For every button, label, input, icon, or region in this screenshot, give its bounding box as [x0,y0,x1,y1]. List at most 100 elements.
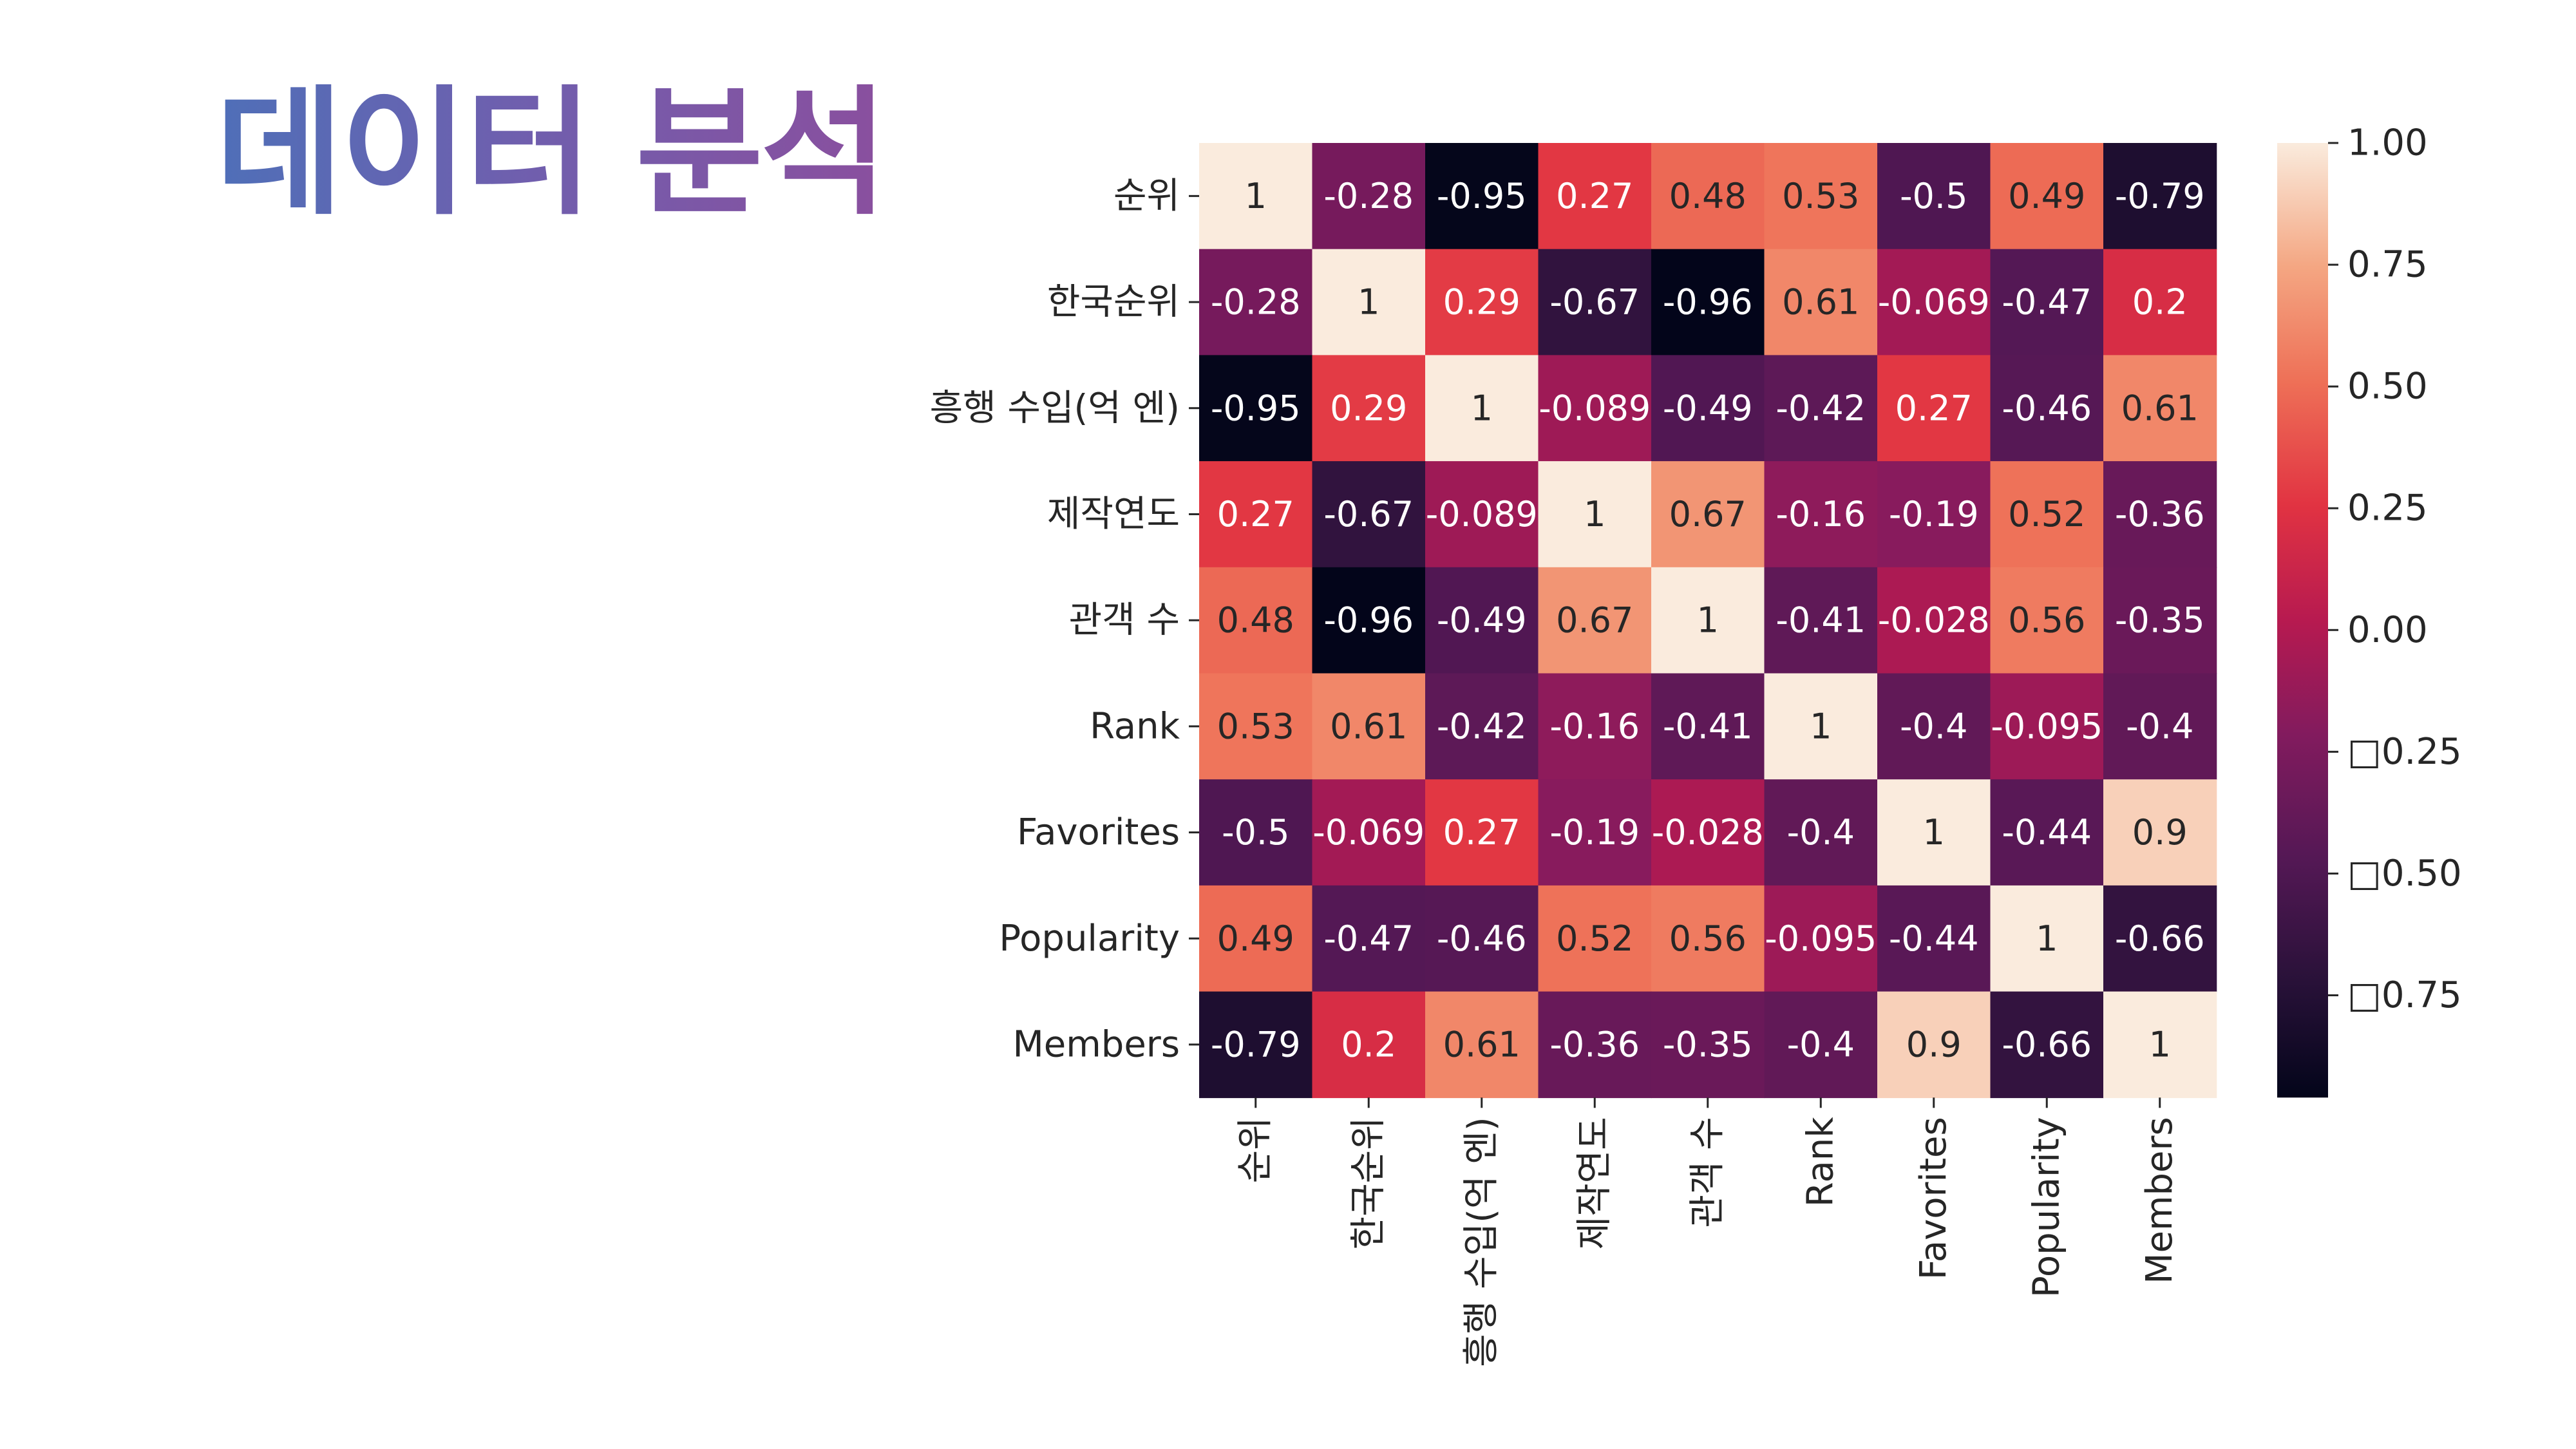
x-tick-label: 순위 [1235,1117,1276,1183]
cell-annotation: 1 [1471,388,1493,428]
y-tick-label: 한국순위 [1047,281,1180,323]
cell-annotation: -0.16 [1549,706,1640,746]
heatmap-cell [1312,885,1426,992]
cell-annotation: 0.61 [1443,1024,1520,1065]
heatmap-cell [1312,461,1426,568]
cell-annotation: -0.5 [1900,176,1967,216]
heatmap-cell [1990,461,2104,568]
heatmap-cell [1990,355,2104,462]
cell-annotation: 0.2 [1341,1024,1396,1065]
heatmap-cell [1425,885,1539,992]
heatmap-cell [1425,355,1539,462]
heatmap-cell [1425,991,1539,1099]
x-tick-label: Members [2139,1117,2181,1284]
cell-annotation: 0.29 [1443,282,1520,323]
cell-annotation: -0.19 [1889,494,1979,535]
cell-annotation: 1 [1697,600,1719,641]
cell-annotation: -0.49 [1437,600,1527,641]
colorbar-tick-label: □0.75 [2347,974,2462,1016]
cell-annotation: -0.28 [1323,176,1414,216]
x-tick-label: 제작연도 [1574,1117,1616,1249]
heatmap-cell [1538,991,1652,1099]
heatmap-cell [1877,991,1991,1099]
heatmap-cell [1651,991,1765,1099]
cell-annotation: 0.52 [2008,494,2085,535]
heatmap-cell [1764,885,1878,992]
heatmap-cell [1651,355,1765,462]
cell-annotation: -0.46 [2002,388,2092,428]
heatmap-cell [1538,779,1652,886]
cell-annotation: -0.95 [1437,176,1527,216]
heatmap-cell [1764,991,1878,1099]
cell-annotation: -0.67 [1323,494,1414,535]
heatmap-cell [2103,143,2217,250]
cell-annotation: -0.36 [2115,494,2205,535]
heatmap-cell [2103,885,2217,992]
heatmap-cell [1312,673,1426,780]
heatmap-cell [1990,143,2104,250]
cell-annotation: 0.49 [1217,918,1294,959]
cell-annotation: -0.28 [1211,282,1301,323]
cell-annotation: -0.96 [1323,600,1414,641]
x-tick-label: 흥행 수입(억 엔) [1461,1117,1502,1367]
heatmap-cell [1312,355,1426,462]
x-tick-label: Rank [1800,1117,1842,1207]
heatmap-cell [2103,673,2217,780]
heatmap-cell [1538,567,1652,674]
cell-annotation: -0.16 [1776,494,1866,535]
heatmap-cell [1538,885,1652,992]
heatmap-cell [1425,567,1539,674]
cell-annotation: 0.9 [1906,1024,1962,1065]
cell-annotation: -0.67 [1549,282,1640,323]
heatmap-cell [1199,991,1313,1099]
y-tick-label: Popularity [999,918,1180,960]
heatmap-cell [1990,779,2104,886]
y-tick-label: 순위 [1113,175,1180,217]
heatmap-cell [1764,355,1878,462]
heatmap-cell [1651,779,1765,886]
cell-annotation: -0.66 [2002,1024,2092,1065]
y-tick-label: Members [1012,1023,1180,1065]
cell-annotation: -0.41 [1776,600,1866,641]
cell-annotation: 1 [2036,918,2058,959]
colorbar: 1.00 0.75 0.50 0.25 0.00 □0.25 □0.50 □0.75 [2277,122,2462,1098]
cell-annotation: -0.47 [1323,918,1414,959]
heatmap-cell [1538,673,1652,780]
x-tick-label: 관객 수 [1687,1117,1728,1227]
colorbar-tick-label: 0.50 [2347,366,2428,408]
cell-annotation: -0.028 [1878,600,1990,641]
heatmap-cell [1877,779,1991,886]
cell-annotation: 1 [1810,706,1832,746]
cell-annotation: 0.49 [2008,176,2085,216]
cell-annotation: -0.35 [1663,1024,1753,1065]
cell-annotation: 0.27 [1895,388,1973,428]
cell-annotation: 0.48 [1217,600,1294,641]
heatmap-cell [1199,567,1313,674]
x-axis: 순위 한국순위 흥행 수입(억 엔) 제작연도 관객 수 Rank Favorites Pop… [1235,1097,2181,1367]
cell-annotation: -0.42 [1776,388,1866,428]
cell-annotation: -0.42 [1437,706,1527,746]
cell-annotation: -0.095 [1991,706,2103,746]
cell-annotation: -0.089 [1539,388,1651,428]
cell-annotation: 1 [1358,282,1379,323]
cell-annotation: 0.2 [2132,282,2188,323]
y-tick-label: Favorites [1017,811,1180,853]
cell-annotation: 0.56 [2008,600,2085,641]
heatmap-cell [1312,991,1426,1099]
heatmap-cell [1877,143,1991,250]
heatmap-cell [1764,673,1878,780]
heatmap-cell [1425,673,1539,780]
heatmap-cell [1764,779,1878,886]
cell-annotation: -0.47 [2002,282,2092,323]
cell-annotation: -0.44 [1889,918,1979,959]
heatmap-cell [1199,143,1313,250]
colorbar-tick-label: 0.75 [2347,244,2428,286]
heatmap-cell [1312,567,1426,674]
heatmap-cell [1764,567,1878,674]
heatmap-cell [1199,249,1313,356]
heatmap-cell [1651,143,1765,250]
cell-annotation: -0.36 [1549,1024,1640,1065]
cell-annotation: -0.4 [1900,706,1967,746]
